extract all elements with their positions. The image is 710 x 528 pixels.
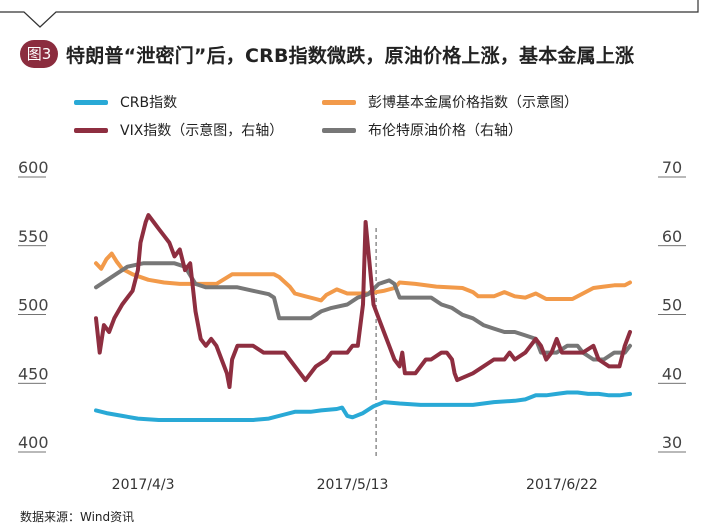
legend-label: CRB指数 bbox=[120, 95, 178, 111]
y-left-tick-label: 550 bbox=[18, 227, 49, 246]
y-left-tick-label: 500 bbox=[18, 296, 49, 315]
top-notch bbox=[0, 0, 699, 28]
legend-label: 布伦特原油价格（右轴） bbox=[368, 123, 522, 139]
figure-number-badge: 图3 bbox=[20, 40, 58, 68]
y-left-tick-label: 450 bbox=[18, 364, 49, 383]
chart-title: 特朗普“泄密门”后，CRB指数微跌，原油价格上涨，基本金属上涨 bbox=[66, 45, 635, 67]
y-left-tick-label: 600 bbox=[18, 158, 49, 177]
chart-legend: CRB指数 彭博基本金属价格指数（示意图） VIX指数（示意图，右轴） 布伦特原… bbox=[0, 88, 710, 144]
legend-label: VIX指数（示意图，右轴） bbox=[120, 123, 284, 139]
series-line-1 bbox=[94, 251, 632, 303]
legend-label: 彭博基本金属价格指数（示意图） bbox=[368, 95, 578, 111]
legend-swatch bbox=[74, 127, 108, 133]
legend-item-crb: CRB指数 bbox=[74, 92, 177, 112]
y-right-tick-label: 30 bbox=[662, 433, 682, 452]
legend-item-vix: VIX指数（示意图，右轴） bbox=[74, 120, 283, 140]
series-line-0 bbox=[94, 390, 632, 422]
y-right-tick-label: 50 bbox=[662, 296, 682, 315]
legend-swatch bbox=[322, 127, 356, 133]
x-tick-label: 2017/4/3 bbox=[112, 477, 175, 493]
legend-item-metals: 彭博基本金属价格指数（示意图） bbox=[322, 92, 578, 112]
y-right-tick-label: 70 bbox=[662, 158, 682, 177]
x-tick-label: 2017/6/22 bbox=[526, 477, 598, 493]
series-line-2 bbox=[94, 213, 632, 389]
line-chart: 400 450 500 550 600 30 40 50 60 70 2017/4/3 2017/5/… bbox=[18, 158, 686, 493]
x-tick-label: 2017/5/13 bbox=[317, 477, 389, 493]
legend-swatch bbox=[322, 99, 356, 105]
data-source-note: 数据来源：Wind资讯 bbox=[20, 510, 135, 524]
legend-item-brent: 布伦特原油价格（右轴） bbox=[322, 120, 522, 140]
y-left-tick-label: 400 bbox=[18, 433, 49, 452]
y-right-tick-label: 60 bbox=[662, 227, 682, 246]
y-right-tick-label: 40 bbox=[662, 364, 682, 383]
legend-swatch bbox=[74, 99, 108, 105]
